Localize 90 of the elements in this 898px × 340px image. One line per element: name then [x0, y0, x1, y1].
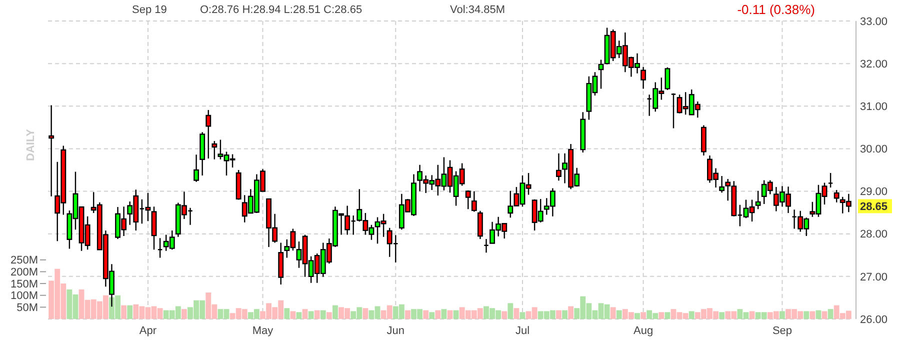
text: 28.65: [860, 201, 888, 214]
x-tick-label: Apr: [139, 325, 157, 337]
bar: [423, 310, 429, 319]
x-tick-label: Jun: [386, 325, 405, 337]
candlestick: [465, 190, 471, 210]
bar: [816, 310, 822, 319]
candlestick: [664, 66, 670, 91]
bar: [810, 311, 816, 319]
y2-tick-label: 150M: [10, 278, 38, 290]
candlestick: [755, 190, 761, 210]
bar: [302, 309, 308, 319]
bar: [296, 312, 302, 319]
bar: [405, 310, 410, 319]
candlestick: [48, 104, 54, 197]
y-tick-label: 26.00: [860, 314, 888, 326]
bar: [749, 311, 755, 319]
candlestick: [828, 172, 834, 188]
candlestick: [670, 92, 676, 129]
x-tick-label: Jul: [515, 325, 530, 337]
y-tick-label: 33.00: [860, 16, 888, 28]
bar: [332, 305, 338, 319]
bar: [658, 312, 664, 319]
bar: [435, 310, 441, 319]
bar: [780, 311, 785, 319]
candlestick: [157, 238, 163, 258]
x-tick-label: Sep: [772, 325, 792, 337]
bar: [308, 311, 314, 319]
text: -0.11 (0.38%): [737, 2, 815, 17]
chart-subtitle: Sep 19: [132, 4, 167, 16]
candlestick: [598, 59, 604, 90]
bar: [121, 305, 127, 319]
candlestick: [640, 66, 646, 90]
y2-tick-label: 200M: [10, 266, 38, 279]
bar: [688, 311, 694, 319]
bar: [719, 312, 725, 319]
bar: [320, 310, 326, 319]
bar: [508, 303, 514, 319]
candlestick: [484, 238, 489, 254]
bar: [568, 306, 574, 319]
bar: [314, 310, 320, 319]
bar: [634, 313, 640, 319]
bar: [610, 307, 616, 319]
bar: [520, 312, 526, 319]
bar: [127, 305, 133, 319]
bar: [664, 312, 670, 319]
candlestick: [206, 109, 212, 160]
candlestick: [556, 152, 562, 182]
candlestick: [236, 169, 242, 200]
bar: [441, 309, 447, 319]
bar: [804, 311, 810, 319]
candlestick: [700, 124, 706, 156]
y-tick-label: 27.00: [860, 271, 888, 284]
candlestick: [194, 154, 200, 183]
x-tick-label: Aug: [634, 325, 654, 337]
candlestick: [834, 189, 840, 203]
y2-tick-label: 250M: [10, 254, 38, 267]
bar: [182, 309, 187, 319]
text: Vol:34.85M: [450, 4, 506, 16]
bar: [447, 310, 453, 319]
bar: [284, 308, 290, 319]
bar: [556, 310, 562, 319]
bar: [616, 310, 622, 319]
x-tick-label: May: [252, 325, 274, 337]
candlestick: [471, 190, 477, 212]
y-tick-label: 28.00: [860, 228, 888, 241]
bar: [822, 311, 828, 319]
y-tick-label: 31.00: [860, 100, 888, 113]
bar: [640, 312, 646, 319]
y-tick-label: 30.00: [860, 144, 888, 156]
y-tick-label: 29.00: [860, 186, 888, 198]
bar: [290, 311, 296, 319]
y2-tick-label: 50M: [16, 302, 38, 314]
text: O:28.76 H:28.94 L:28.51 C:28.65: [200, 4, 362, 16]
candlestick: [151, 206, 157, 250]
bar: [514, 308, 520, 319]
candlestick: [212, 140, 218, 160]
bar: [429, 312, 435, 319]
y2-tick-label: 100M: [10, 290, 38, 302]
bar: [362, 308, 368, 319]
y-tick-label: 32.00: [860, 58, 888, 70]
bar: [828, 309, 834, 319]
bar: [326, 312, 332, 319]
candlestick: [200, 132, 206, 176]
candlestick: [580, 112, 586, 154]
bar: [502, 311, 508, 319]
candlestick: [278, 242, 284, 286]
candlestick: [477, 210, 483, 240]
bar: [453, 310, 459, 319]
candlestick: [719, 175, 725, 194]
bar: [562, 310, 568, 319]
